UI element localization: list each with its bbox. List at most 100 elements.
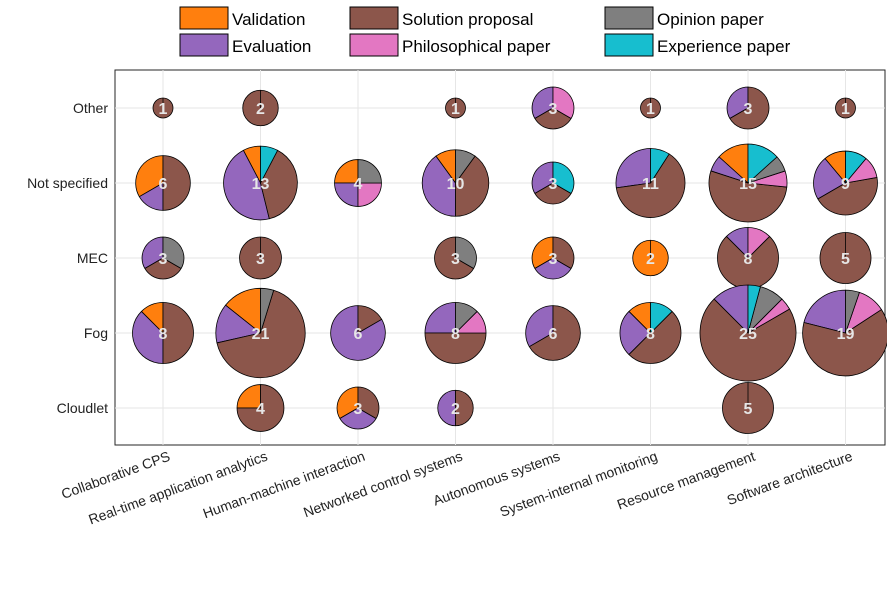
legend-label-experience-paper: Experience paper <box>657 37 791 56</box>
pie-slice-evaluation <box>813 158 846 200</box>
pie-total-label: 11 <box>642 176 659 193</box>
pie-slice-evaluation <box>424 302 456 334</box>
pie-autonomous-systems-mec: 3 <box>531 236 575 280</box>
y-tick-label-other: Other <box>73 100 108 116</box>
pie-total-label: 15 <box>739 176 757 193</box>
pie-networked-control-systems-mec: 3 <box>434 236 477 280</box>
pie-total-label: 8 <box>646 326 655 343</box>
legend-item-validation: Validation <box>179 6 305 30</box>
pie-real-time-application-analytics-not-specified: 13 <box>223 145 298 221</box>
pie-slice-evaluation <box>615 148 651 189</box>
pie-total-label: 3 <box>549 251 558 268</box>
pie-slice-evaluation <box>132 311 164 364</box>
pie-system-internal-monitoring-mec: 2 <box>632 239 669 277</box>
pie-collaborative-cps-not-specified: 6 <box>135 155 191 211</box>
legend-swatch-opinion-paper <box>604 6 654 30</box>
pie-slice-solution-proposal <box>434 236 475 280</box>
y-tick-label-cloudlet: Cloudlet <box>57 400 108 416</box>
pie-slice-experience-paper <box>747 143 778 184</box>
pie-resource-management-cloudlet: 5 <box>722 382 774 434</box>
pie-total-label: 3 <box>744 101 753 118</box>
legend-swatch-experience-paper <box>604 33 654 57</box>
pie-slice-evaluation <box>803 289 846 334</box>
legend-label-solution-proposal: Solution proposal <box>402 10 533 29</box>
pie-system-internal-monitoring-fog: 8 <box>619 302 682 364</box>
pie-slice-evaluation <box>437 389 456 427</box>
pie-software-architecture-mec: 5 <box>819 232 872 284</box>
pie-total-label: 3 <box>549 176 558 193</box>
pie-slice-solution-proposal <box>628 311 682 364</box>
pie-slice-evaluation <box>334 182 359 207</box>
pie-slice-evaluation <box>525 305 554 348</box>
pie-networked-control-systems-fog: 8 <box>424 302 487 364</box>
pie-slice-validation <box>236 384 261 409</box>
pie-total-label: 9 <box>841 176 850 193</box>
pie-resource-management-fog: 25 <box>699 284 797 382</box>
pie-resource-management-not-specified: 15 <box>708 143 788 223</box>
pie-software-architecture-fog: 19 <box>802 289 887 377</box>
pie-total-label: 1 <box>646 101 655 118</box>
y-tick-label-fog: Fog <box>84 325 108 341</box>
pie-total-label: 4 <box>354 176 363 193</box>
pie-total-label: 1 <box>841 101 850 118</box>
pie-human-machine-interaction-not-specified: 4 <box>334 159 382 207</box>
pie-slice-validation <box>334 159 359 184</box>
pie-total-label: 5 <box>744 401 753 418</box>
pie-real-time-application-analytics-cloudlet: 4 <box>236 384 285 432</box>
pie-networked-control-systems-other: 1 <box>445 97 466 119</box>
pie-collaborative-cps-mec: 3 <box>141 236 185 280</box>
legend-item-solution-proposal: Solution proposal <box>349 6 533 30</box>
pie-slice-solution-proposal <box>216 289 306 379</box>
pie-markers: 1638213321446311038233361112831582551951… <box>132 86 887 434</box>
pie-networked-control-systems-not-specified: 10 <box>421 149 490 217</box>
legend-label-validation: Validation <box>232 10 305 29</box>
pie-slice-experience-paper <box>845 150 867 184</box>
pie-total-label: 13 <box>252 176 270 193</box>
pie-total-label: 6 <box>354 326 363 343</box>
pie-slice-solution-proposal <box>534 107 572 130</box>
legend-item-evaluation: Evaluation <box>179 33 311 57</box>
pie-total-label: 19 <box>837 326 855 343</box>
pie-slice-solution-proposal <box>144 257 182 280</box>
legend-item-experience-paper: Experience paper <box>604 33 791 57</box>
pie-slice-evaluation <box>534 257 572 280</box>
pie-human-machine-interaction-cloudlet: 3 <box>336 386 380 430</box>
pie-slice-opinion-paper <box>455 149 476 184</box>
pie-resource-management-other: 3 <box>726 86 770 130</box>
legend: Validation Solution proposal Opinion paper… <box>179 6 791 57</box>
pie-slice-solution-proposal <box>817 177 878 216</box>
x-tick-label-real-time-application-analytics: Real-time application analytics <box>86 448 269 528</box>
pie-slice-solution-proposal <box>802 309 887 377</box>
pie-slice-experience-paper <box>650 148 670 184</box>
pie-slice-experience-paper <box>260 145 279 184</box>
pie-slice-experience-paper <box>747 284 761 334</box>
pie-autonomous-systems-not-specified: 3 <box>531 161 575 205</box>
pie-total-label: 8 <box>744 251 753 268</box>
pie-slice-solution-proposal <box>455 389 474 427</box>
pie-slice-opinion-paper <box>845 289 860 334</box>
pie-total-label: 3 <box>256 251 265 268</box>
pie-slice-solution-proposal <box>615 153 686 218</box>
pie-slice-opinion-paper <box>260 287 275 334</box>
pie-slice-solution-proposal <box>357 386 380 419</box>
pie-autonomous-systems-other: 3 <box>531 86 575 130</box>
legend-swatch-philosophical-paper <box>349 33 399 57</box>
pie-slice-solution-proposal <box>708 170 788 223</box>
legend-swatch-validation <box>179 6 229 30</box>
pie-slice-opinion-paper <box>455 236 477 269</box>
pie-slice-experience-paper <box>552 161 575 194</box>
legend-item-philosophical-paper: Philosophical paper <box>349 33 551 57</box>
pie-system-internal-monitoring-other: 1 <box>640 97 661 119</box>
pie-slice-solution-proposal <box>455 155 490 217</box>
pie-total-label: 2 <box>451 401 460 418</box>
pie-slice-opinion-paper <box>455 302 478 334</box>
pie-slice-evaluation <box>421 155 456 217</box>
pie-resource-management-mec: 8 <box>717 227 779 289</box>
pie-total-label: 10 <box>447 176 465 193</box>
pie-software-architecture-other: 1 <box>835 97 856 119</box>
pie-total-label: 8 <box>451 326 460 343</box>
pie-slice-evaluation <box>223 149 270 221</box>
pie-total-label: 4 <box>256 401 265 418</box>
